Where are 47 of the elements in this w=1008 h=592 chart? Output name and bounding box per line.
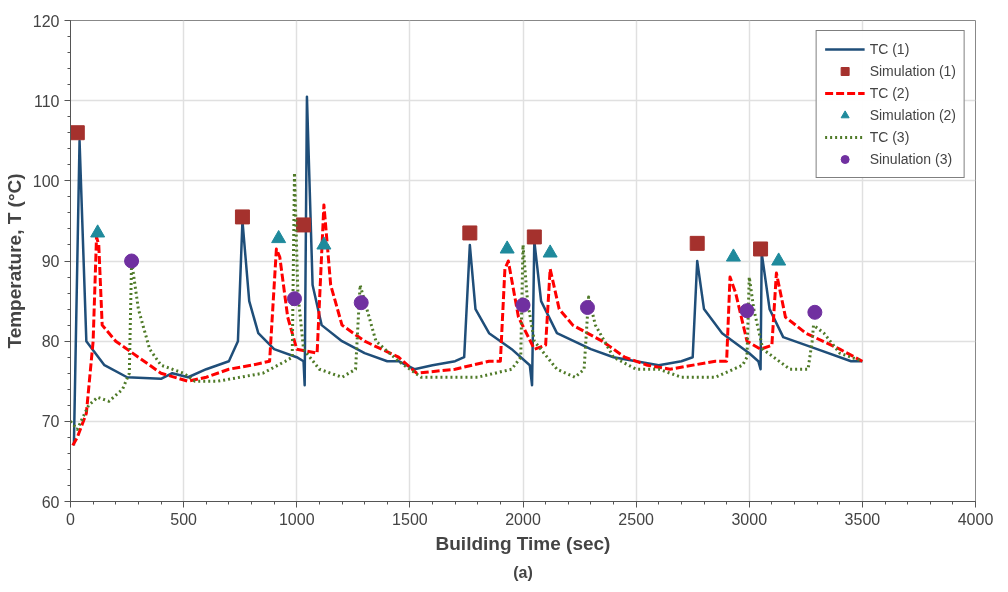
line-series (71, 203, 864, 447)
point (70, 125, 85, 141)
point (689, 235, 705, 251)
point (296, 217, 312, 233)
legend-label: Simulation (2) (869, 106, 956, 124)
point (353, 295, 369, 311)
point (90, 224, 106, 238)
point (579, 300, 595, 315)
x-tick-label: 1000 (278, 510, 315, 528)
point (739, 303, 755, 319)
x-tick-label: 0 (66, 510, 76, 528)
x-tick-label: 3000 (731, 510, 768, 528)
point (462, 225, 478, 241)
x-tick-label: 2500 (618, 510, 655, 528)
point (771, 252, 787, 266)
x-tick-label: 4000 (957, 510, 994, 528)
legend-label: TC (2) (869, 84, 910, 102)
y-tick-label: 110 (33, 92, 60, 110)
point (526, 229, 542, 245)
text: (a) (513, 563, 533, 581)
x-tick-label: 3500 (844, 510, 881, 528)
y-tick-label: 60 (41, 493, 60, 511)
y-tick-label: 70 (41, 413, 60, 431)
point (515, 297, 531, 313)
legend-label: TC (3) (869, 128, 910, 146)
point (807, 304, 823, 320)
x-tick-label: 500 (170, 510, 198, 528)
legend-label: Sinulation (3) (869, 150, 953, 168)
y-tick-label: 120 (32, 12, 60, 30)
y-tick-label: 80 (41, 333, 60, 351)
legend-label: Simulation (1) (869, 62, 956, 80)
point (499, 240, 515, 254)
point (542, 244, 558, 258)
y-axis-title: Temperature, T (°C) (3, 173, 25, 349)
y-tick-label: 100 (32, 172, 60, 190)
point (286, 291, 302, 307)
x-tick-label: 2000 (505, 510, 541, 528)
point (316, 236, 332, 250)
point (753, 241, 769, 257)
point (271, 229, 287, 244)
point (725, 248, 741, 262)
point (234, 209, 250, 225)
point (124, 253, 140, 269)
legend-label: TC (1) (869, 40, 910, 58)
x-tick-label: 1500 (392, 510, 428, 528)
y-tick-label: 90 (41, 253, 60, 270)
x-axis-title: Building Time (sec) (435, 532, 611, 554)
